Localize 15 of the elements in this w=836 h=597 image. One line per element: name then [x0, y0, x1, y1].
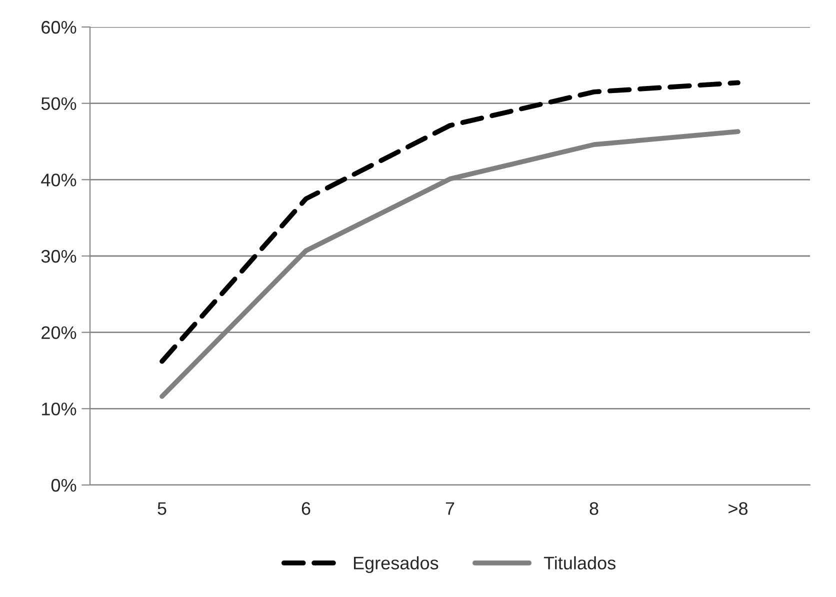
x-tick-label: 5	[158, 502, 166, 515]
x-tick-label: >8	[728, 502, 748, 515]
y-tick-label: 10%	[42, 402, 76, 416]
legend-label: Egresados	[354, 556, 438, 574]
line-series	[160, 80, 740, 364]
legend-label: Titulados	[544, 556, 616, 570]
y-tick-label: 60%	[42, 20, 76, 34]
y-tick-label: 40%	[41, 174, 76, 186]
x-tick-label: 8	[590, 502, 598, 515]
y-tick-label: 0%	[51, 478, 76, 492]
y-tick-label: 50%	[41, 97, 76, 110]
x-tick-label: 6	[302, 502, 310, 515]
y-tick-label: 20%	[42, 326, 76, 340]
x-tick-label: 7	[446, 502, 454, 515]
y-tick-label: 30%	[41, 250, 76, 263]
